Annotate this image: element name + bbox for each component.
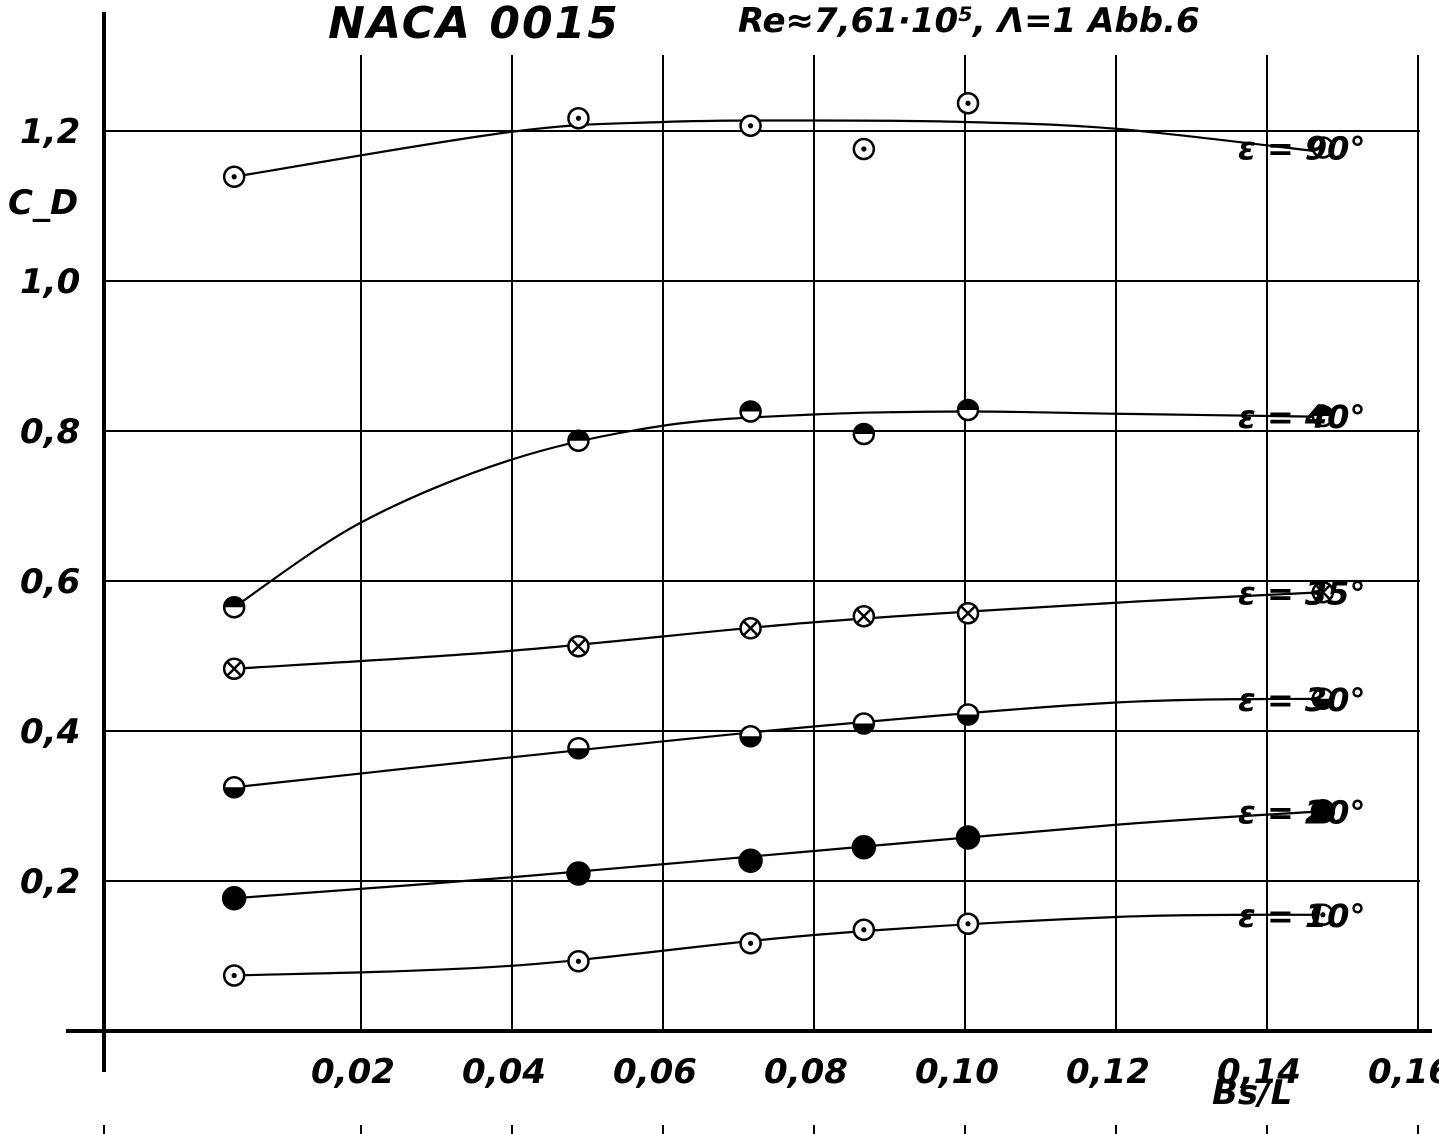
x-tick-label: 0,10 [915, 1052, 999, 1092]
y-tick-label: 0,2 [20, 862, 80, 902]
data-point [567, 737, 590, 760]
data-point [1310, 799, 1336, 824]
series-label: ε = 20° [1238, 793, 1365, 831]
data-point [222, 596, 246, 619]
series-curve [234, 810, 1323, 900]
data-point [956, 602, 980, 625]
data-point [739, 114, 762, 137]
chart-title: NACA 0015 [328, 0, 620, 49]
x-tick-label: 0,02 [311, 1052, 395, 1092]
data-point [222, 657, 246, 680]
grid-lines [103, 55, 1420, 1134]
series-label: ε = 90° [1238, 130, 1365, 168]
x-tick-label: 0,14 [1217, 1052, 1301, 1092]
x-axis-label: Bs/L [1212, 1073, 1292, 1113]
series-labels: ε = 90° ε = 40° ε = 35° ε = 30° ε = 20° ε = 1… [1238, 130, 1365, 935]
data-point [567, 107, 590, 130]
y-tick-label: 1,2 [20, 112, 80, 152]
data-point [739, 400, 762, 423]
data-point [955, 825, 981, 850]
data-point [956, 92, 980, 115]
data-point [567, 429, 590, 452]
data-point [1311, 903, 1335, 926]
series-label: ε = 10° [1238, 897, 1365, 935]
series-curves [233, 119, 1323, 977]
chart-subtitle: Re≈7,61·10⁵, Λ=1 Abb.6 [738, 1, 1200, 41]
data-point [739, 932, 762, 955]
data-point [956, 398, 980, 422]
data-point [1311, 581, 1335, 604]
y-tick-label: 0,6 [20, 562, 80, 602]
series-label: ε = 35° [1238, 574, 1365, 612]
y-tick-label: 0,4 [20, 712, 80, 752]
data-point [567, 635, 590, 658]
data-point [852, 422, 876, 446]
data-point [956, 912, 980, 935]
data-point [852, 712, 876, 735]
y-tick-label: 1,0 [20, 262, 80, 302]
x-tick-label: 0,08 [764, 1052, 848, 1092]
data-point [222, 776, 246, 799]
data-point [221, 886, 247, 911]
data-point [956, 703, 980, 726]
x-tick-label: 0,06 [613, 1052, 697, 1092]
series-markers [221, 92, 1336, 987]
data-point [1311, 687, 1335, 710]
tick-labels: 0,02 0,04 0,06 0,08 0,10 0,12 0,14 0,16 0,2 0,4 0,… [20, 112, 1439, 1092]
data-point [851, 835, 877, 860]
x-tick-label: 0,12 [1066, 1052, 1150, 1092]
series-curve [234, 697, 1323, 789]
data-point [567, 950, 590, 973]
axes [66, 12, 1432, 1072]
series-curve [234, 913, 1323, 977]
data-point [852, 605, 876, 628]
data-point [222, 964, 246, 987]
data-point [739, 725, 762, 748]
x-tick-label: 0,16 [1368, 1052, 1439, 1092]
data-point [852, 137, 876, 161]
y-tick-label: 0,8 [20, 412, 80, 452]
data-point [566, 861, 591, 886]
data-point [1311, 404, 1335, 428]
data-point [852, 918, 876, 941]
data-point [222, 165, 246, 188]
series-label: ε = 30° [1238, 681, 1365, 719]
x-tick-label: 0,04 [462, 1052, 546, 1092]
series-curve [234, 591, 1323, 670]
series-curve [233, 410, 1323, 609]
data-point [1311, 136, 1335, 159]
data-point [738, 848, 763, 873]
y-axis-label: C_D [8, 183, 78, 223]
data-point [739, 617, 762, 640]
series-curve [233, 119, 1323, 178]
series-label: ε = 40° [1238, 398, 1365, 436]
